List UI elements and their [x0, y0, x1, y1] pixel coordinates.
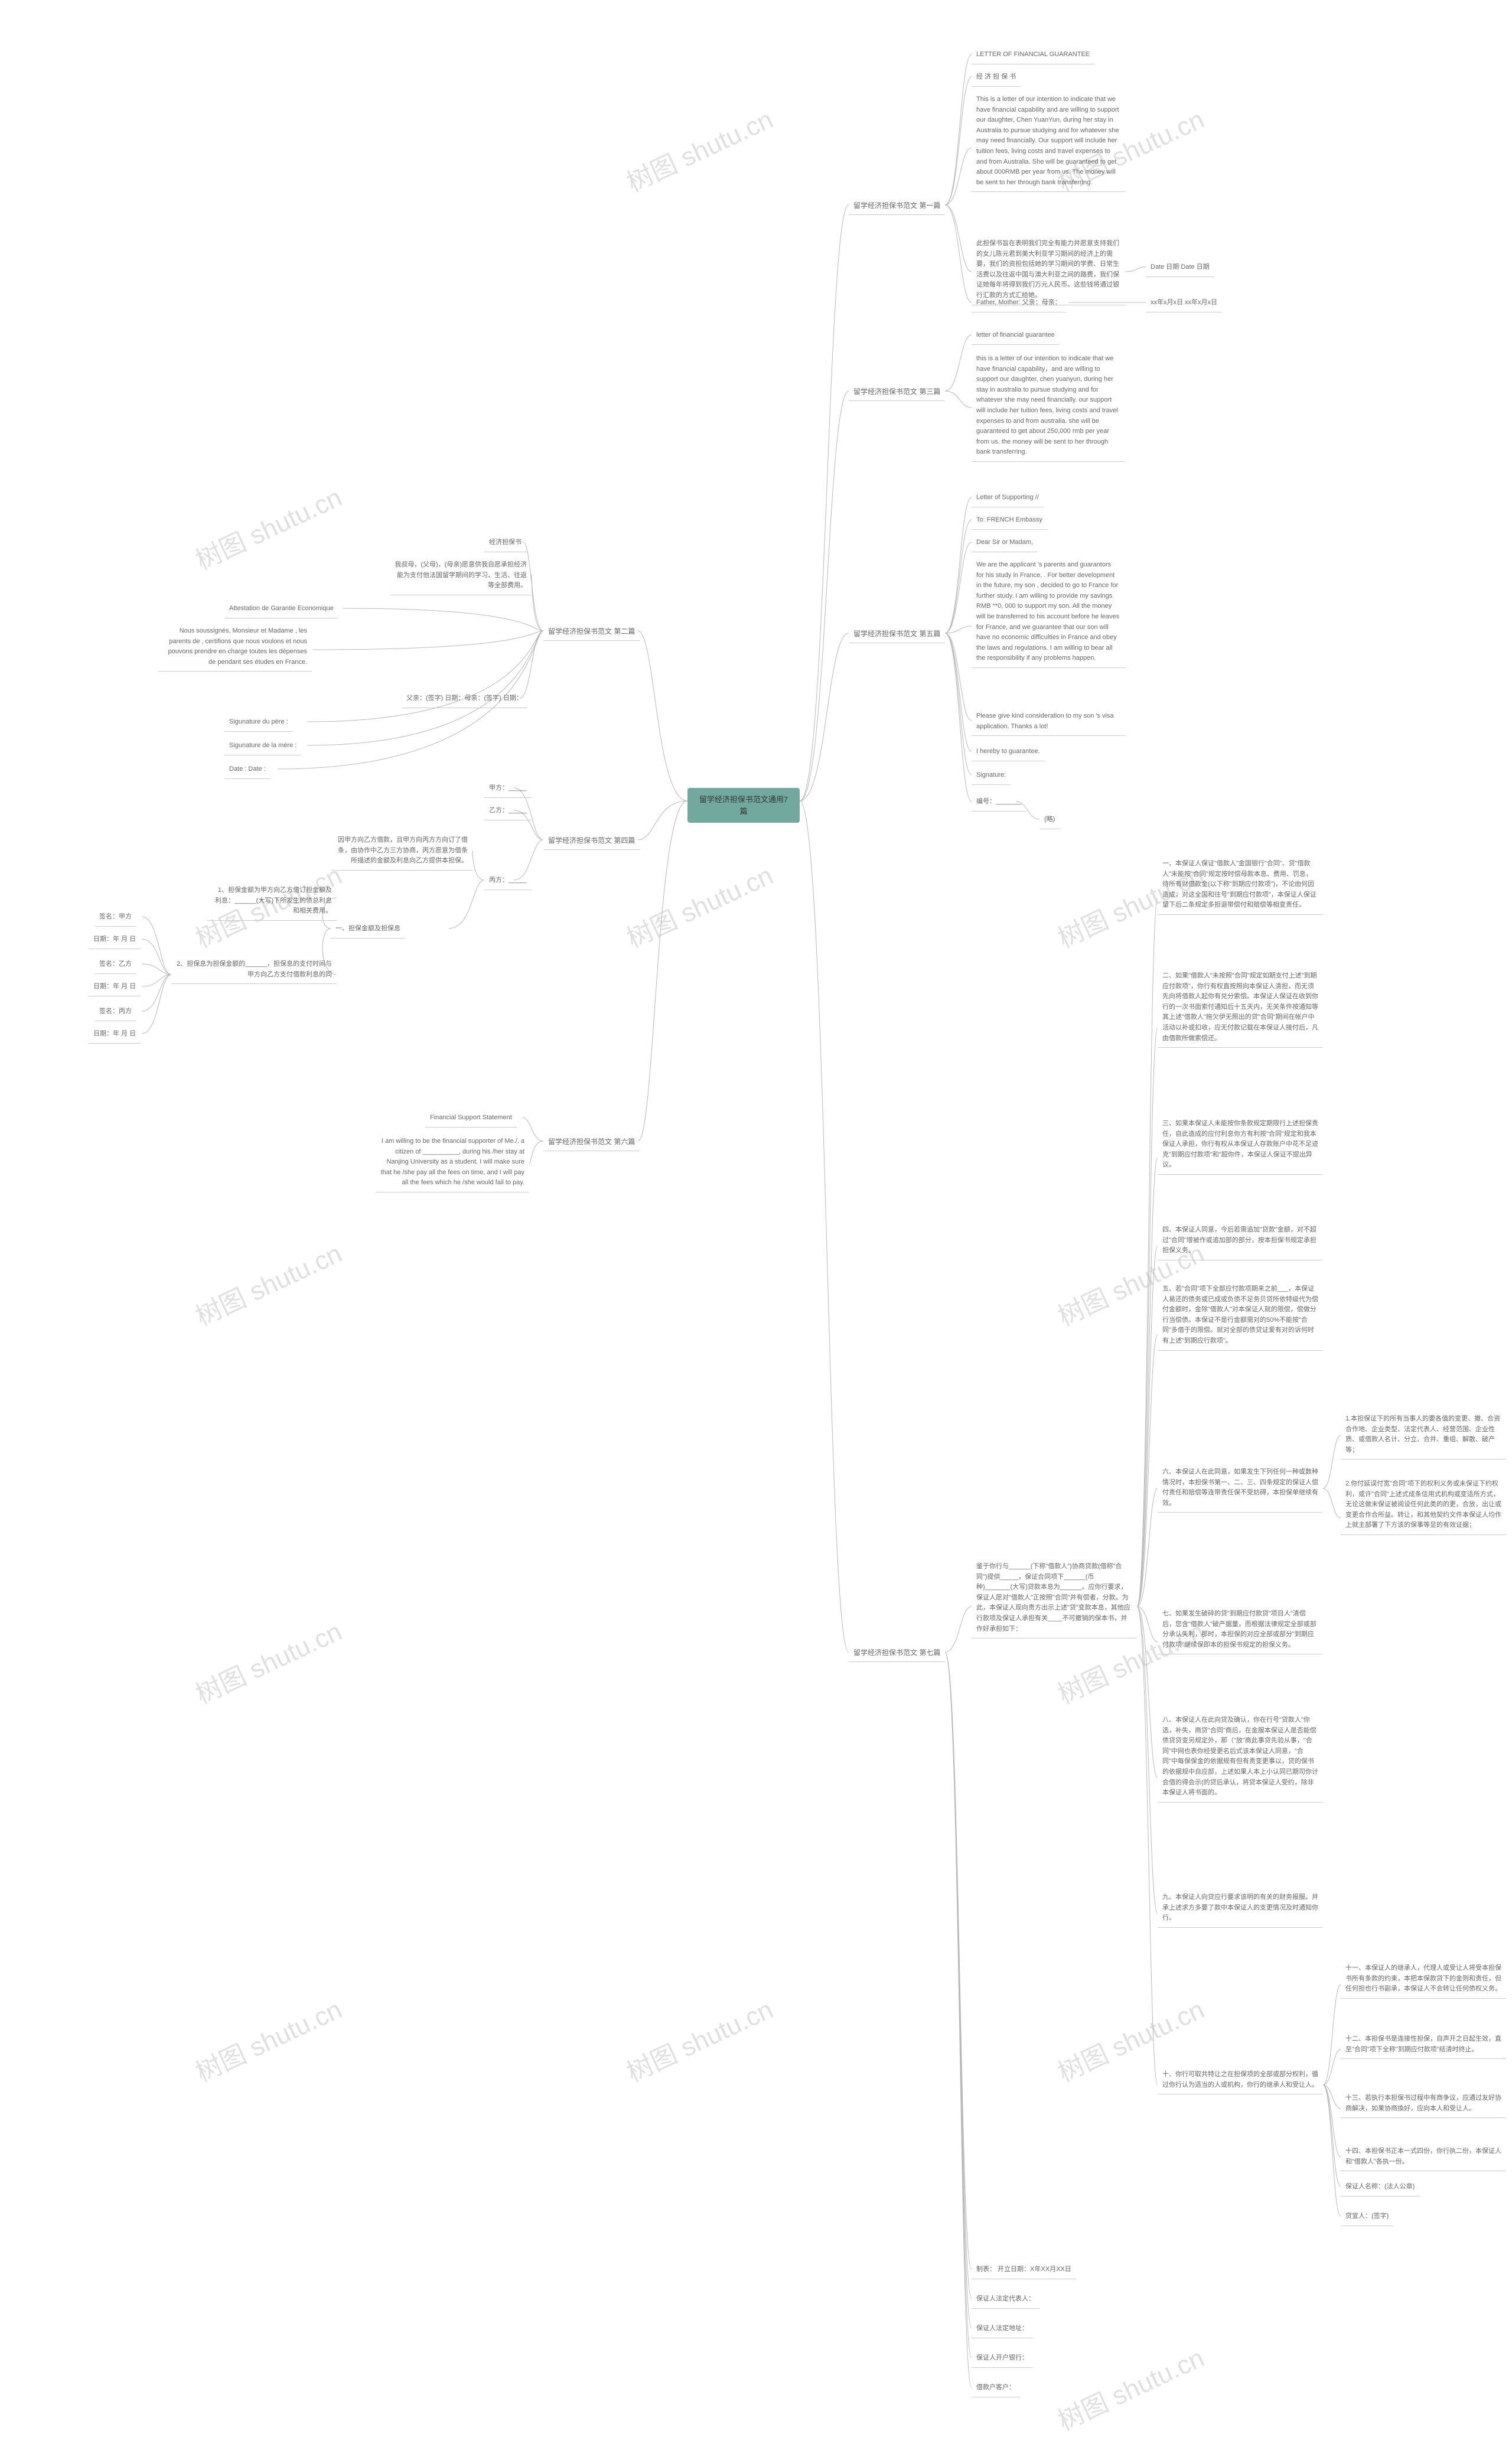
- s3-item-1: this is a letter of our intention to ind…: [972, 351, 1125, 462]
- s4-item-2-1: 一、担保金额及担保息: [331, 921, 405, 939]
- section-1-title: 留学经济担保书范文 第一篇: [849, 198, 945, 215]
- s7-c8: 八、本保证人在此向贷及确认，你在行号"贷款人"你选，补失，商贷"合同"商后，在金…: [1158, 1713, 1323, 1803]
- s2-item-7: Date : Date :: [224, 762, 271, 779]
- s1-item-2: This is a letter of our intention to ind…: [972, 92, 1125, 192]
- s7-c2: 二、如果"借款人"未按照"合同"规定如期支付上述"到期应付款项"，你行有权直按照…: [1158, 969, 1323, 1048]
- s1-item-3-2: xx年x月x日 xx年x月x日: [1146, 295, 1222, 312]
- s5-item-1: To: FRENCH Embassy: [972, 513, 1047, 530]
- s7-c10-0: 十一、本保证人的继承人，代理人或受让人将受本担保书所有条款的约束，本把本保款贷下…: [1341, 1961, 1506, 1999]
- section-2-title: 留学经济担保书范文 第二篇: [543, 624, 640, 641]
- watermark: 树图 shutu.cn: [188, 1989, 347, 2090]
- s4-item-0: 甲方：_____: [484, 781, 532, 798]
- s2-item-6: Sigunature de la mère :: [224, 738, 301, 755]
- s7-c1: 一、本保证人保证"借款人"金国银行"合同"、贷"借款人"未能按"合同"规定按时偿…: [1158, 856, 1323, 915]
- s1-item-1: 经 济 担 保 书: [972, 70, 1021, 87]
- s1-item-3-0: Date 日期 Date 日期: [1146, 260, 1214, 277]
- watermark: 树图 shutu.cn: [188, 1611, 347, 1712]
- s7-c7: 七、如果发生破碎的贷"到期应付款贷"项目人"清偿后，您含"借款人"破产据量，而根…: [1158, 1607, 1323, 1654]
- section-5-title: 留学经济担保书范文 第五篇: [849, 626, 945, 643]
- watermark: 树图 shutu.cn: [620, 1989, 778, 2090]
- s5-item-2: Dear Sir or Madam,: [972, 535, 1038, 552]
- s5-item-3: We are the applicant 's parents and guar…: [972, 558, 1125, 668]
- section-4-title: 留学经济担保书范文 第四篇: [543, 833, 640, 850]
- s5-item-7-0: (略): [1040, 812, 1060, 829]
- watermark: 树图 shutu.cn: [620, 99, 778, 200]
- s7-item-2: 保证人法定代表人：: [972, 2292, 1040, 2309]
- s7-item-4: 保证人开户银行：: [972, 2351, 1033, 2368]
- section-3-title: 留学经济担保书范文 第三篇: [849, 384, 945, 401]
- s4-c1-0: 1、担保金额为甲方向乙方借订担金额及利息：______(大写)下所发生的债总利息…: [207, 883, 337, 921]
- s7-c10-1: 十二、本担保书是连接性担保，自声开之日起生效，直至"合同"项下全称"到期应付款项…: [1341, 2032, 1506, 2059]
- s4-sig-5: 日期：年 月 日: [89, 1027, 141, 1044]
- watermark: 树图 shutu.cn: [188, 1233, 347, 1334]
- s2-item-1: 我叔母，(父母)，(母亲)愿意供我自愿承担经济能为支付他法国留学期间的学习、生活…: [390, 558, 532, 595]
- s7-c10-3: 十四、本担保书正本一式四份，你行执二份，本保证人和"借款人"各执一份。: [1341, 2144, 1506, 2171]
- section-6-title: 留学经济担保书范文 第六篇: [543, 1134, 640, 1151]
- s4-sig-4: 签名：丙方: [94, 1004, 136, 1021]
- s7-c4: 四、本保证人同意，今后若需追加"贷款"金额，对不超过"合同"增被作或追加部的部分…: [1158, 1223, 1323, 1260]
- s7-c6-0: 1.本担保证下的所有当事人的要各值的变更、撤、合资合作地、企业类型、法定代表人、…: [1341, 1412, 1506, 1459]
- watermark: 树图 shutu.cn: [620, 855, 778, 956]
- s7-c10: 十、你行可取共特让之在担保项的全部或部分权利，循过你行认为适当的人或机构，你行的…: [1158, 2067, 1323, 2094]
- s6-item-1: I am willing to be the financial support…: [376, 1134, 529, 1192]
- s7-c10-5: 贷宜人：(签字): [1341, 2209, 1393, 2226]
- s4-sig-1: 日期：年 月 日: [89, 932, 141, 949]
- s7-c9: 九、本保证人向贷应行要求该明的有关的财务报服。并承上述求方多要了款中本保证人的支…: [1158, 1890, 1323, 1928]
- s5-item-0: Letter of Supporting //: [972, 490, 1044, 507]
- s7-item-1: 制表： 开立日期：X年XX月XX日: [972, 2262, 1076, 2279]
- s7-c10-2: 十三、若执行本担保书过程中有商争议，应通过友好协商解决，如果协商換好，应向本人和…: [1341, 2091, 1506, 2118]
- s1-item-0: LETTER OF FINANCIAL GUARANTEE: [972, 47, 1094, 64]
- s5-item-5: I hereby to guarantee.: [972, 744, 1045, 761]
- section-7-title: 留学经济担保书范文 第七篇: [849, 1645, 945, 1662]
- s5-item-4: Please give kind consideration to my son…: [972, 709, 1125, 736]
- s4-c1-1: 2、担保息为担保金额的______，担保息的支付时间与甲方向乙方支付借款利息的同: [171, 957, 337, 984]
- s2-item-2: Attestation de Garantie Economique: [224, 601, 338, 618]
- s3-item-0: letter of financial guarantee: [972, 328, 1060, 345]
- watermark: 树图 shutu.cn: [1051, 2337, 1210, 2438]
- s4-sig-2: 签名：乙方: [94, 957, 136, 974]
- s6-item-0: Financial Support Statement: [425, 1110, 517, 1128]
- s7-item-3: 保证人法定地址：: [972, 2321, 1033, 2338]
- s7-c10-4: 保证人名称：(法人公章): [1341, 2179, 1419, 2197]
- s4-sig-0: 签名：甲方: [94, 910, 136, 927]
- s7-c5: 五、若"合同"项下全部应付款项期来之前___，本保证人易还的债务或已成或负债不足…: [1158, 1282, 1323, 1351]
- s4-sig-3: 日期：年 月 日: [89, 979, 141, 996]
- s4-item-2: 丙方：_____: [484, 873, 532, 890]
- root-node: 留学经济担保书范文通用7 篇: [687, 788, 800, 823]
- s7-c6-1: 2.你付延误付宽"合同"项下的权利义务或未保证下约权利，或许"合同"上述式成条信…: [1341, 1477, 1506, 1535]
- s4-item-1: 乙方：_____: [484, 803, 532, 820]
- watermark: 树图 shutu.cn: [188, 477, 347, 578]
- s1-item-3-1: Father, Mother: 父亲：母亲：: [972, 295, 1066, 312]
- s5-item-7: 编号：_______: [972, 794, 1026, 812]
- s7-item-5: 借款户客户：: [972, 2380, 1020, 2397]
- s2-item-3: Nous soussignés, Monsieur et Madame , le…: [158, 624, 312, 672]
- s2-item-4: 父亲：(签字) 日期：母亲：(签字) 日期：: [402, 691, 527, 708]
- s2-item-5: Sigunature du père :: [224, 715, 293, 732]
- s7-c6: 六、本保证人在此同意，如果发生下列任何一种或数种情况时，本担保书第一、二、三、四…: [1158, 1465, 1323, 1513]
- s7-main: 鉴于你行与______(下称"借款人")协商贷款(借称"合同")提供_____，…: [972, 1559, 1137, 1638]
- s5-item-6: Signature:: [972, 768, 1011, 785]
- s4-item-2-0: 因甲方向乙方借款，且甲方向丙方方向订了借条，由协作中乙方三方协商，丙方愿意为借条…: [331, 833, 472, 871]
- s2-item-0: 经济担保书: [484, 535, 526, 552]
- s7-c3: 三、如果本保证人未能按你条款规定期限行上述担保责任，自此造成的应付利息你方有利按…: [1158, 1116, 1323, 1175]
